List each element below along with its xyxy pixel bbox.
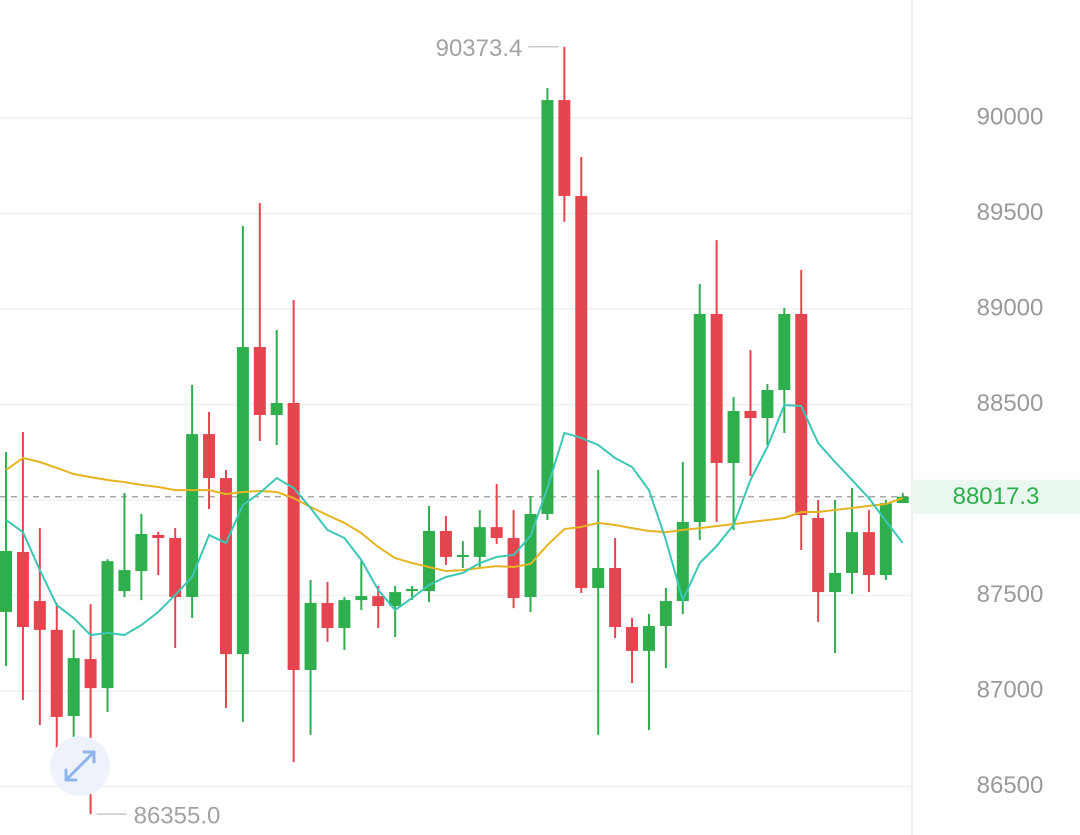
candle-body bbox=[33, 601, 46, 630]
candle-body bbox=[338, 600, 351, 628]
candle-body bbox=[524, 513, 537, 598]
candle-body bbox=[270, 402, 283, 416]
candle-body bbox=[135, 534, 148, 572]
candle-body bbox=[152, 534, 165, 539]
candle-body bbox=[710, 313, 723, 463]
candle-body bbox=[473, 527, 486, 557]
candle-body bbox=[846, 532, 858, 573]
candle-body bbox=[812, 517, 825, 593]
y-tick-label: 89000 bbox=[977, 294, 1044, 321]
moving-average-line bbox=[5, 456, 904, 573]
candle-body bbox=[50, 629, 63, 717]
candle-body bbox=[67, 658, 80, 717]
candle-body bbox=[592, 567, 605, 589]
candle-body bbox=[676, 521, 689, 602]
candle-body bbox=[355, 596, 368, 601]
candle-body bbox=[795, 313, 808, 516]
candle-body bbox=[541, 100, 554, 514]
candle-body bbox=[203, 434, 216, 479]
candle-body bbox=[406, 589, 419, 592]
annotation-label: 86355.0 bbox=[134, 803, 221, 830]
candle-body bbox=[456, 555, 469, 558]
candle-body bbox=[101, 561, 114, 689]
candle-body bbox=[642, 626, 655, 651]
candle-body bbox=[186, 434, 199, 598]
candle-body bbox=[287, 402, 300, 670]
candle-body bbox=[253, 347, 266, 416]
y-tick-label: 87000 bbox=[977, 676, 1044, 703]
candle-body bbox=[304, 602, 317, 670]
candle-body bbox=[659, 601, 672, 627]
y-tick-label: 89500 bbox=[977, 199, 1044, 226]
candle-body bbox=[896, 496, 909, 504]
candle-body bbox=[84, 659, 97, 689]
candle-body bbox=[389, 592, 402, 607]
last-price-label: 88017.3 bbox=[953, 483, 1040, 510]
candle-body bbox=[609, 567, 622, 628]
candle-body bbox=[862, 532, 875, 576]
annotation-label: 90373.4 bbox=[436, 35, 523, 62]
expand-button[interactable] bbox=[50, 736, 110, 796]
candle-body bbox=[321, 602, 334, 628]
y-tick-label: 90000 bbox=[977, 103, 1044, 130]
candle-body bbox=[423, 530, 435, 592]
candle-body bbox=[558, 100, 571, 196]
expand-icon[interactable] bbox=[64, 750, 96, 782]
candle-body bbox=[626, 627, 639, 651]
last-price-box bbox=[913, 479, 1080, 514]
y-tick-label: 86500 bbox=[977, 772, 1044, 799]
candle-body bbox=[236, 347, 249, 655]
candle-body bbox=[727, 411, 740, 463]
candle-body bbox=[169, 538, 182, 598]
candle-body bbox=[744, 411, 757, 419]
candle-body bbox=[219, 478, 232, 655]
candle-body bbox=[778, 313, 791, 390]
candle-body bbox=[829, 572, 842, 593]
y-tick-label: 87500 bbox=[977, 581, 1044, 608]
candle-body bbox=[16, 551, 29, 628]
y-tick-label: 88500 bbox=[977, 390, 1044, 417]
candle-body bbox=[372, 596, 385, 607]
candle-body bbox=[490, 527, 503, 539]
candle-body bbox=[879, 503, 892, 576]
moving-average-line bbox=[5, 404, 904, 637]
candle-body bbox=[0, 551, 12, 612]
candle-body bbox=[761, 389, 774, 419]
candle-body bbox=[575, 195, 588, 589]
candle-body bbox=[439, 530, 452, 557]
candle-body bbox=[118, 570, 131, 592]
candle-body bbox=[693, 313, 706, 522]
